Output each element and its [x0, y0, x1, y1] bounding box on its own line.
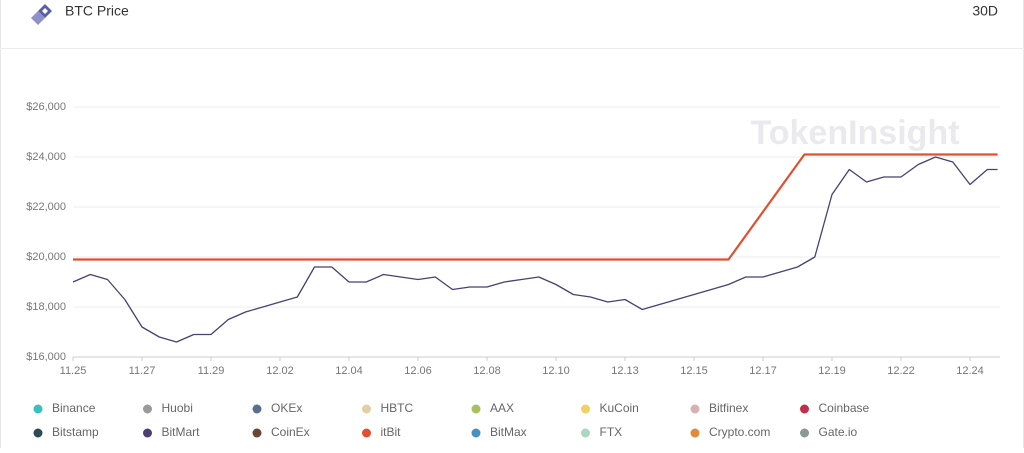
x-tick-label: 12.13: [611, 365, 639, 377]
x-tick-label: 12.17: [749, 365, 777, 377]
legend-marker: [252, 404, 262, 414]
legend-marker: [690, 428, 700, 438]
legend-marker: [33, 404, 43, 414]
y-tick-label: $18,000: [26, 301, 66, 313]
legend-marker: [581, 428, 590, 438]
y-tick-label: $16,000: [26, 351, 66, 363]
legend-marker: [362, 428, 371, 438]
legend-label: BitMart: [162, 425, 201, 439]
legend-label: OKEx: [271, 401, 302, 415]
x-tick-label: 12.06: [404, 365, 432, 377]
legend-label: BitMax: [490, 425, 527, 439]
x-tick-label: 11.27: [129, 365, 156, 377]
x-tick-label: 12.15: [680, 365, 708, 377]
series-line: [72, 156, 998, 343]
legend-marker: [33, 428, 43, 438]
legend-marker: [800, 428, 809, 438]
y-tick-label: $26,000: [26, 101, 66, 113]
x-tick-label: 12.10: [542, 365, 570, 377]
legend-label: Gate.io: [819, 425, 858, 439]
x-tick-label: 12.04: [335, 365, 363, 377]
legend-label: Coinbase: [819, 401, 870, 415]
y-tick-label: $20,000: [26, 251, 66, 263]
legend-label: HBTC: [381, 401, 414, 415]
legend-marker: [471, 428, 481, 438]
legend-marker: [362, 404, 371, 414]
legend-marker: [800, 404, 809, 414]
legend-label: KuCoin: [600, 401, 639, 415]
legend-marker: [581, 404, 590, 414]
logo: [31, 4, 52, 25]
chart-title: BTC Price: [65, 3, 129, 19]
legend-marker: [143, 404, 152, 414]
legend-label: Bitfinex: [709, 401, 748, 415]
legend-marker: [143, 428, 152, 438]
legend-label: Huobi: [162, 401, 193, 415]
legend-label: itBit: [381, 425, 402, 439]
y-tick-label: $22,000: [26, 201, 66, 213]
legend-label: FTX: [600, 425, 623, 439]
legend-label: CoinEx: [271, 425, 310, 439]
legend-label: Crypto.com: [709, 425, 770, 439]
legend-label: Binance: [52, 401, 96, 415]
x-tick-label: 12.24: [956, 365, 984, 377]
x-tick-label: 12.08: [473, 365, 501, 377]
x-tick-label: 12.02: [266, 365, 294, 377]
legend-label: Bitstamp: [52, 425, 99, 439]
series-line: [73, 153, 998, 261]
y-tick-label: $24,000: [26, 151, 66, 163]
watermark: TokenInsight: [750, 114, 959, 152]
legend-marker: [690, 404, 700, 414]
legend-label: AAX: [490, 401, 514, 415]
x-tick-label: 12.22: [887, 365, 915, 377]
x-tick-label: 11.25: [60, 365, 87, 377]
legend-marker: [471, 404, 481, 414]
legend-marker: [252, 428, 262, 438]
x-tick-label: 12.19: [818, 365, 846, 377]
range-button[interactable]: 30D: [972, 3, 998, 19]
x-tick-label: 11.29: [198, 365, 225, 377]
